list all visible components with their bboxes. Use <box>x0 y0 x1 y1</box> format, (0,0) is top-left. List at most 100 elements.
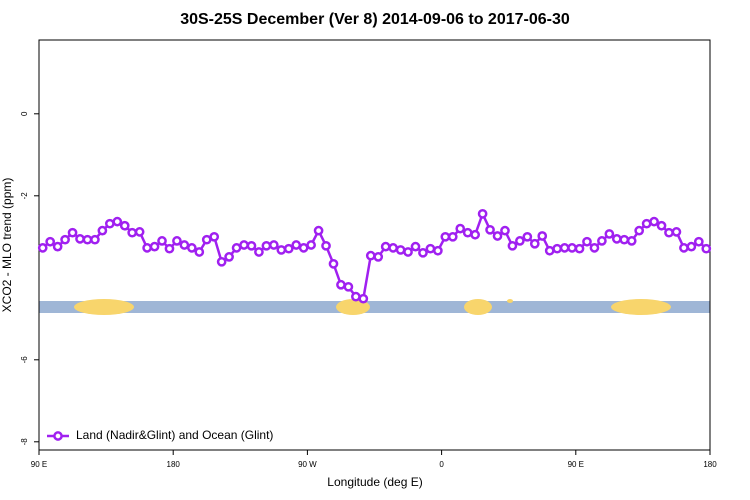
point <box>679 243 689 253</box>
point <box>276 245 287 255</box>
point <box>470 229 480 240</box>
point <box>104 218 115 229</box>
point <box>492 231 503 241</box>
point <box>157 236 167 246</box>
point <box>522 231 533 242</box>
point <box>358 293 369 304</box>
point <box>686 241 697 252</box>
ocean-band <box>39 301 710 313</box>
point <box>418 247 428 258</box>
point <box>321 240 331 251</box>
point <box>641 218 652 229</box>
point <box>537 231 548 241</box>
point <box>231 243 242 253</box>
point <box>216 256 227 267</box>
point <box>529 238 540 249</box>
point <box>425 243 436 254</box>
land-region <box>464 299 492 315</box>
point <box>90 234 100 245</box>
point <box>619 234 630 245</box>
point <box>239 240 249 250</box>
point <box>224 252 234 262</box>
point <box>373 252 384 262</box>
point <box>634 225 645 236</box>
point <box>328 259 339 269</box>
point <box>45 236 56 247</box>
point <box>693 236 704 247</box>
point <box>567 243 577 253</box>
point <box>246 240 257 251</box>
point <box>656 220 667 231</box>
point <box>395 245 406 255</box>
point <box>701 243 712 254</box>
point <box>261 240 272 251</box>
land-region <box>74 299 134 315</box>
point <box>52 241 63 252</box>
point <box>477 208 488 219</box>
point <box>75 234 85 244</box>
point <box>365 250 376 261</box>
point <box>306 240 316 250</box>
legend-label: Land (Nadir&Glint) and Ocean (Glint) <box>76 428 273 442</box>
y-axis-label: XCO2 - MLO trend (ppm) <box>0 178 14 313</box>
point <box>440 231 451 242</box>
point <box>82 234 93 245</box>
point <box>410 241 421 252</box>
point <box>433 245 443 256</box>
point <box>403 247 413 257</box>
point <box>194 247 205 257</box>
point <box>209 231 220 242</box>
y-tick-label: 0 <box>20 111 29 116</box>
point <box>485 224 495 235</box>
point <box>559 243 570 253</box>
point <box>336 279 346 290</box>
point <box>269 240 279 250</box>
point <box>582 236 592 247</box>
point <box>351 291 361 302</box>
point <box>626 236 637 246</box>
point <box>664 227 674 238</box>
surface-band <box>39 299 710 315</box>
land-region <box>507 299 513 303</box>
point <box>97 225 108 236</box>
point <box>149 241 160 252</box>
point <box>597 236 607 246</box>
x-tick-label: 90 E <box>31 460 47 469</box>
chart-title: 30S-25S December (Ver 8) 2014-09-06 to 2… <box>180 11 570 28</box>
point <box>574 243 585 254</box>
point <box>380 241 391 252</box>
point <box>164 243 175 254</box>
point <box>127 227 138 238</box>
x-tick-label: 180 <box>167 460 181 469</box>
x-tick-label: 0 <box>439 460 444 469</box>
point <box>388 243 398 253</box>
point <box>60 234 70 245</box>
point <box>343 281 354 292</box>
point <box>119 220 130 231</box>
point <box>589 243 600 253</box>
x-tick-label: 180 <box>703 460 717 469</box>
plot-frame <box>38 39 711 451</box>
y-tick-label: -8 <box>20 438 29 446</box>
point <box>462 227 473 238</box>
point <box>67 227 78 238</box>
point <box>134 227 145 237</box>
point <box>544 245 555 256</box>
point <box>298 243 309 253</box>
point <box>201 234 212 245</box>
point <box>172 236 182 246</box>
y-tick-label: -2 <box>20 192 29 200</box>
point <box>447 231 458 242</box>
point <box>254 247 264 257</box>
x-tick-label: 90 W <box>298 460 317 469</box>
point <box>37 243 48 253</box>
point <box>671 227 682 237</box>
x-tick-label: 90 E <box>568 460 584 469</box>
point <box>552 243 563 254</box>
legend-marker <box>53 431 63 441</box>
point <box>515 236 525 246</box>
point <box>283 243 294 254</box>
point <box>611 234 622 244</box>
point <box>649 216 659 227</box>
point <box>112 216 123 227</box>
